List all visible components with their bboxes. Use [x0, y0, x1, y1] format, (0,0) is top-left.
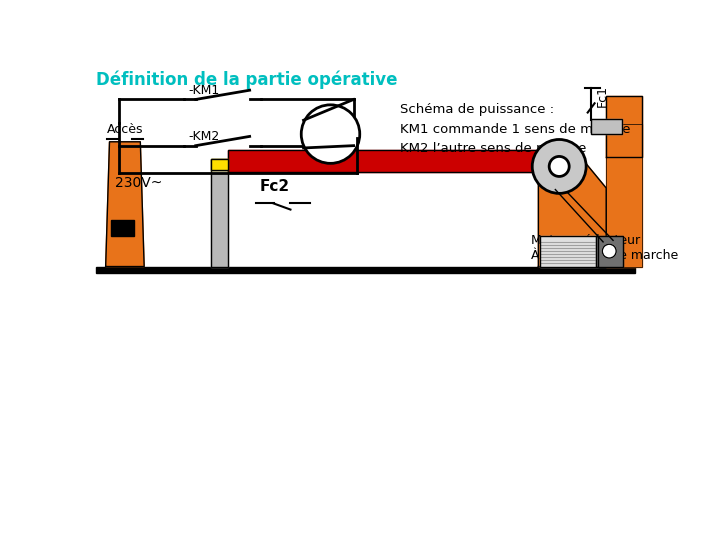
Text: -KM2: -KM2 — [188, 130, 220, 143]
Polygon shape — [106, 142, 144, 267]
Text: M1~: M1~ — [310, 125, 351, 143]
Bar — [596, 236, 623, 267]
Text: Moteur réducteur
À deux sens de marche: Moteur réducteur À deux sens de marche — [531, 234, 678, 262]
Bar — [590, 119, 621, 134]
Text: KM1 commande 1 sens de marche: KM1 commande 1 sens de marche — [400, 123, 630, 136]
Text: -KM1: -KM1 — [188, 84, 220, 97]
Circle shape — [603, 244, 616, 258]
Bar — [211, 159, 228, 267]
Text: Définition de la partie opérative: Définition de la partie opérative — [96, 70, 397, 89]
Bar — [596, 236, 623, 267]
Text: KM2 l’autre sens de marche: KM2 l’autre sens de marche — [400, 142, 586, 155]
Bar — [96, 267, 634, 273]
Bar — [606, 124, 642, 267]
Bar — [211, 159, 228, 267]
Text: Fc2: Fc2 — [260, 179, 289, 194]
Text: 230V~: 230V~ — [115, 176, 162, 190]
Circle shape — [301, 105, 360, 164]
Bar — [606, 124, 642, 267]
Text: Fc1: Fc1 — [596, 85, 609, 106]
Bar — [211, 159, 228, 170]
Circle shape — [532, 139, 586, 193]
Bar — [590, 119, 621, 134]
Bar — [228, 150, 578, 172]
Bar — [540, 236, 598, 267]
Text: Accès: Accès — [107, 123, 143, 136]
Bar — [540, 236, 598, 267]
Bar — [211, 159, 228, 170]
Circle shape — [549, 157, 570, 177]
Text: Schéma de puissance :: Schéma de puissance : — [400, 103, 554, 116]
Polygon shape — [606, 96, 642, 157]
Polygon shape — [539, 157, 606, 267]
Bar — [111, 220, 134, 236]
Bar — [228, 150, 578, 172]
